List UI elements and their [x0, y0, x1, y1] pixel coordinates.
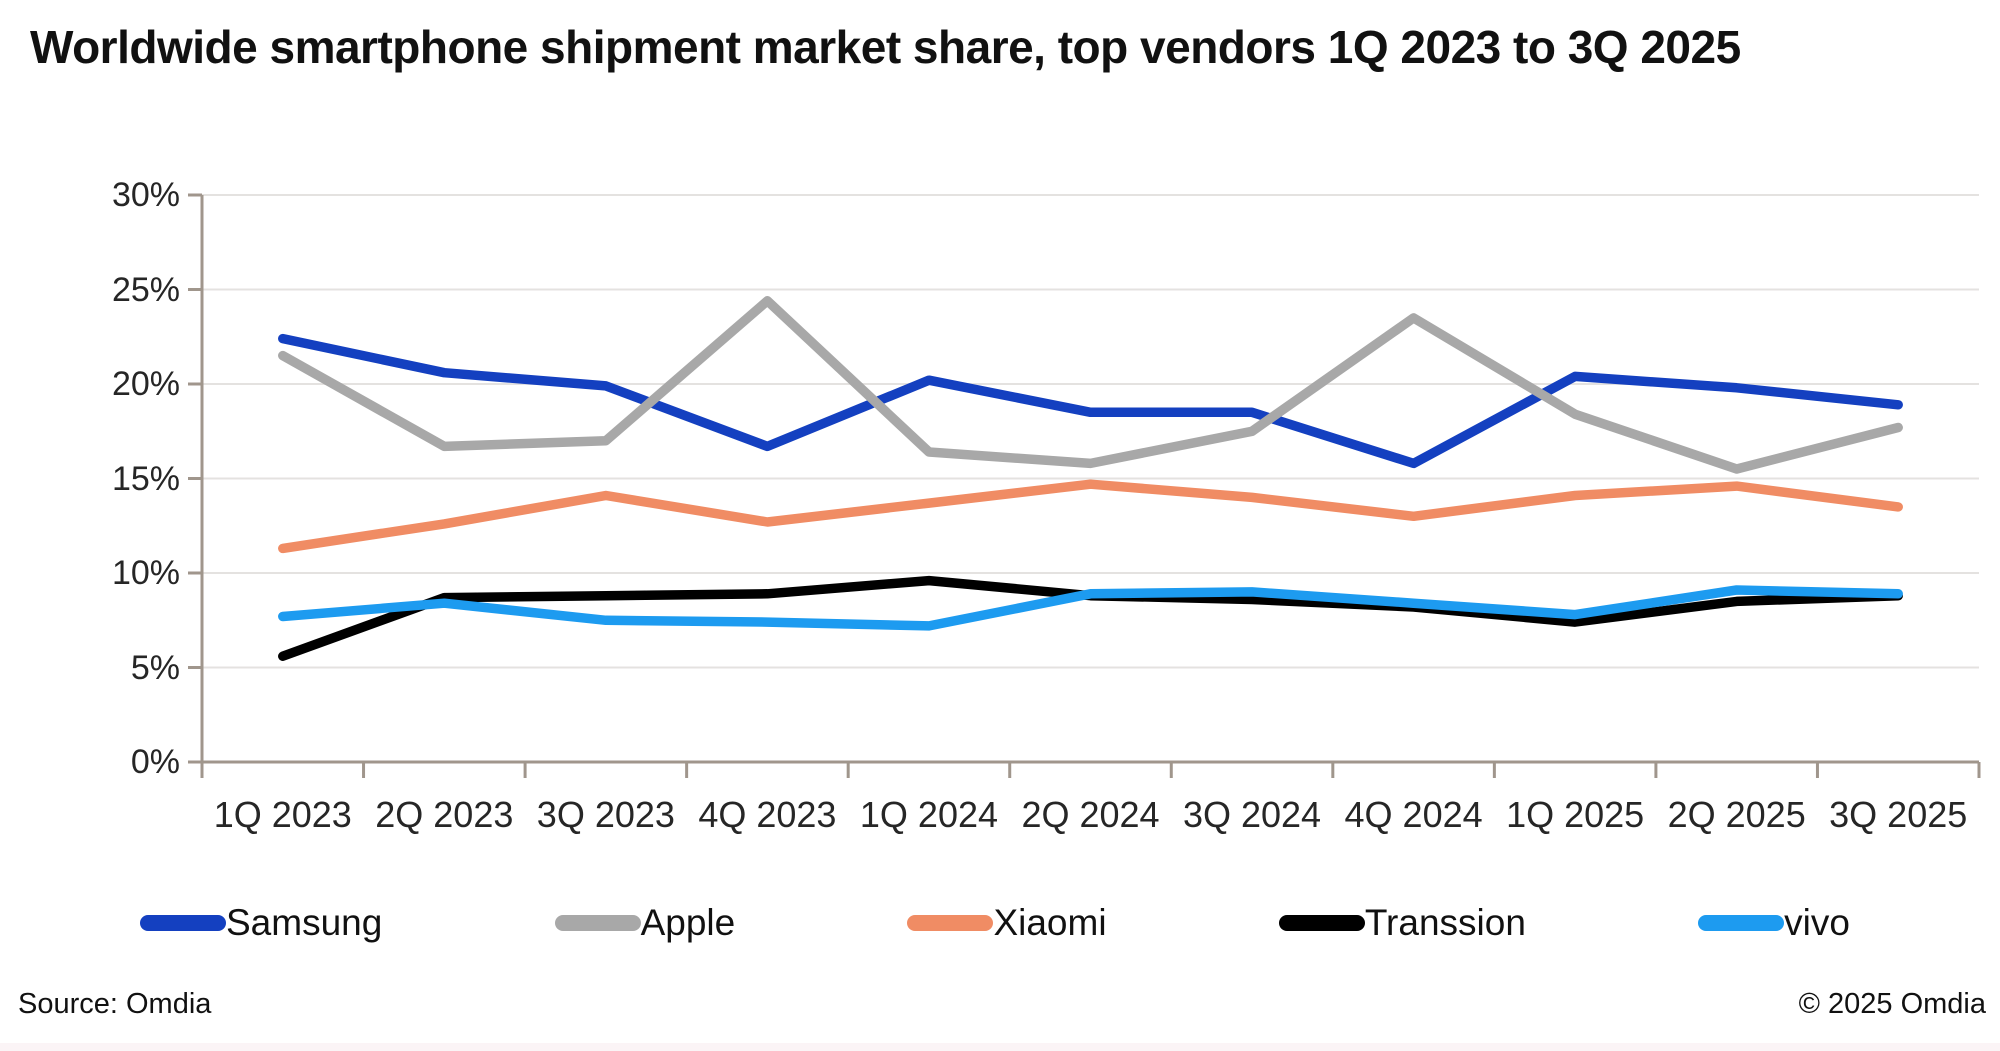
series-line-xiaomi	[278, 479, 1903, 554]
x-axis-label: 1Q 2025	[1506, 794, 1645, 835]
y-axis-tick-label: 10%	[111, 554, 180, 592]
x-axis-label: 2Q 2023	[375, 794, 514, 835]
legend-label: Xiaomi	[993, 902, 1107, 943]
y-axis-tick-label: 30%	[111, 176, 180, 214]
y-axis-tick-label: 15%	[111, 459, 180, 498]
x-axis-label: 3Q 2024	[1182, 794, 1322, 835]
legend-swatch-icon	[1698, 915, 1785, 931]
y-axis-tick-label: 0%	[130, 743, 180, 781]
x-axis-label: 2Q 2024	[1021, 794, 1160, 835]
x-axis-label: 3Q 2025	[1829, 794, 1968, 835]
series-line-vivo	[278, 585, 1903, 631]
legend-swatch-icon	[907, 915, 994, 931]
y-axis-tick-label: 25%	[111, 270, 180, 309]
x-axis-label: 4Q 2023	[698, 794, 837, 835]
legend-label: Apple	[640, 902, 736, 943]
legend-swatch-icon	[1278, 915, 1365, 931]
legend-item-xiaomi: Xiaomi	[907, 902, 1107, 943]
legend-swatch-icon	[140, 915, 226, 931]
x-axis-label: 3Q 2023	[536, 794, 675, 835]
x-axis-label: 2Q 2025	[1667, 794, 1806, 835]
legend: Samsung Apple Xiaomi Transsion vivo	[140, 898, 1850, 948]
legend-label: Samsung	[226, 902, 383, 943]
legend-item-transsion: Transsion	[1278, 902, 1526, 943]
series-line-apple	[278, 296, 1903, 474]
x-axis-label: 4Q 2024	[1344, 794, 1483, 835]
legend-item-vivo: vivo	[1698, 903, 1850, 943]
x-axis-label: 1Q 2024	[859, 794, 999, 835]
y-axis-tick-label: 5%	[130, 648, 180, 687]
legend-label: vivo	[1784, 902, 1850, 943]
x-axis-label: 1Q 2023	[213, 794, 352, 835]
legend-label: Transsion	[1364, 902, 1526, 943]
bottom-accent-bar	[0, 1043, 2000, 1051]
legend-item-apple: Apple	[554, 902, 736, 943]
y-axis-tick-label: 20%	[111, 365, 180, 403]
series-line-samsung	[278, 333, 1903, 469]
footer-copyright-text: © 2025 Omdia	[1798, 988, 1986, 1020]
legend-swatch-icon	[554, 915, 641, 931]
chart-title: Worldwide smartphone shipment market sha…	[30, 21, 1741, 73]
footer-source-text: Source: Omdia	[18, 988, 212, 1020]
legend-item-samsung: Samsung	[140, 903, 382, 943]
